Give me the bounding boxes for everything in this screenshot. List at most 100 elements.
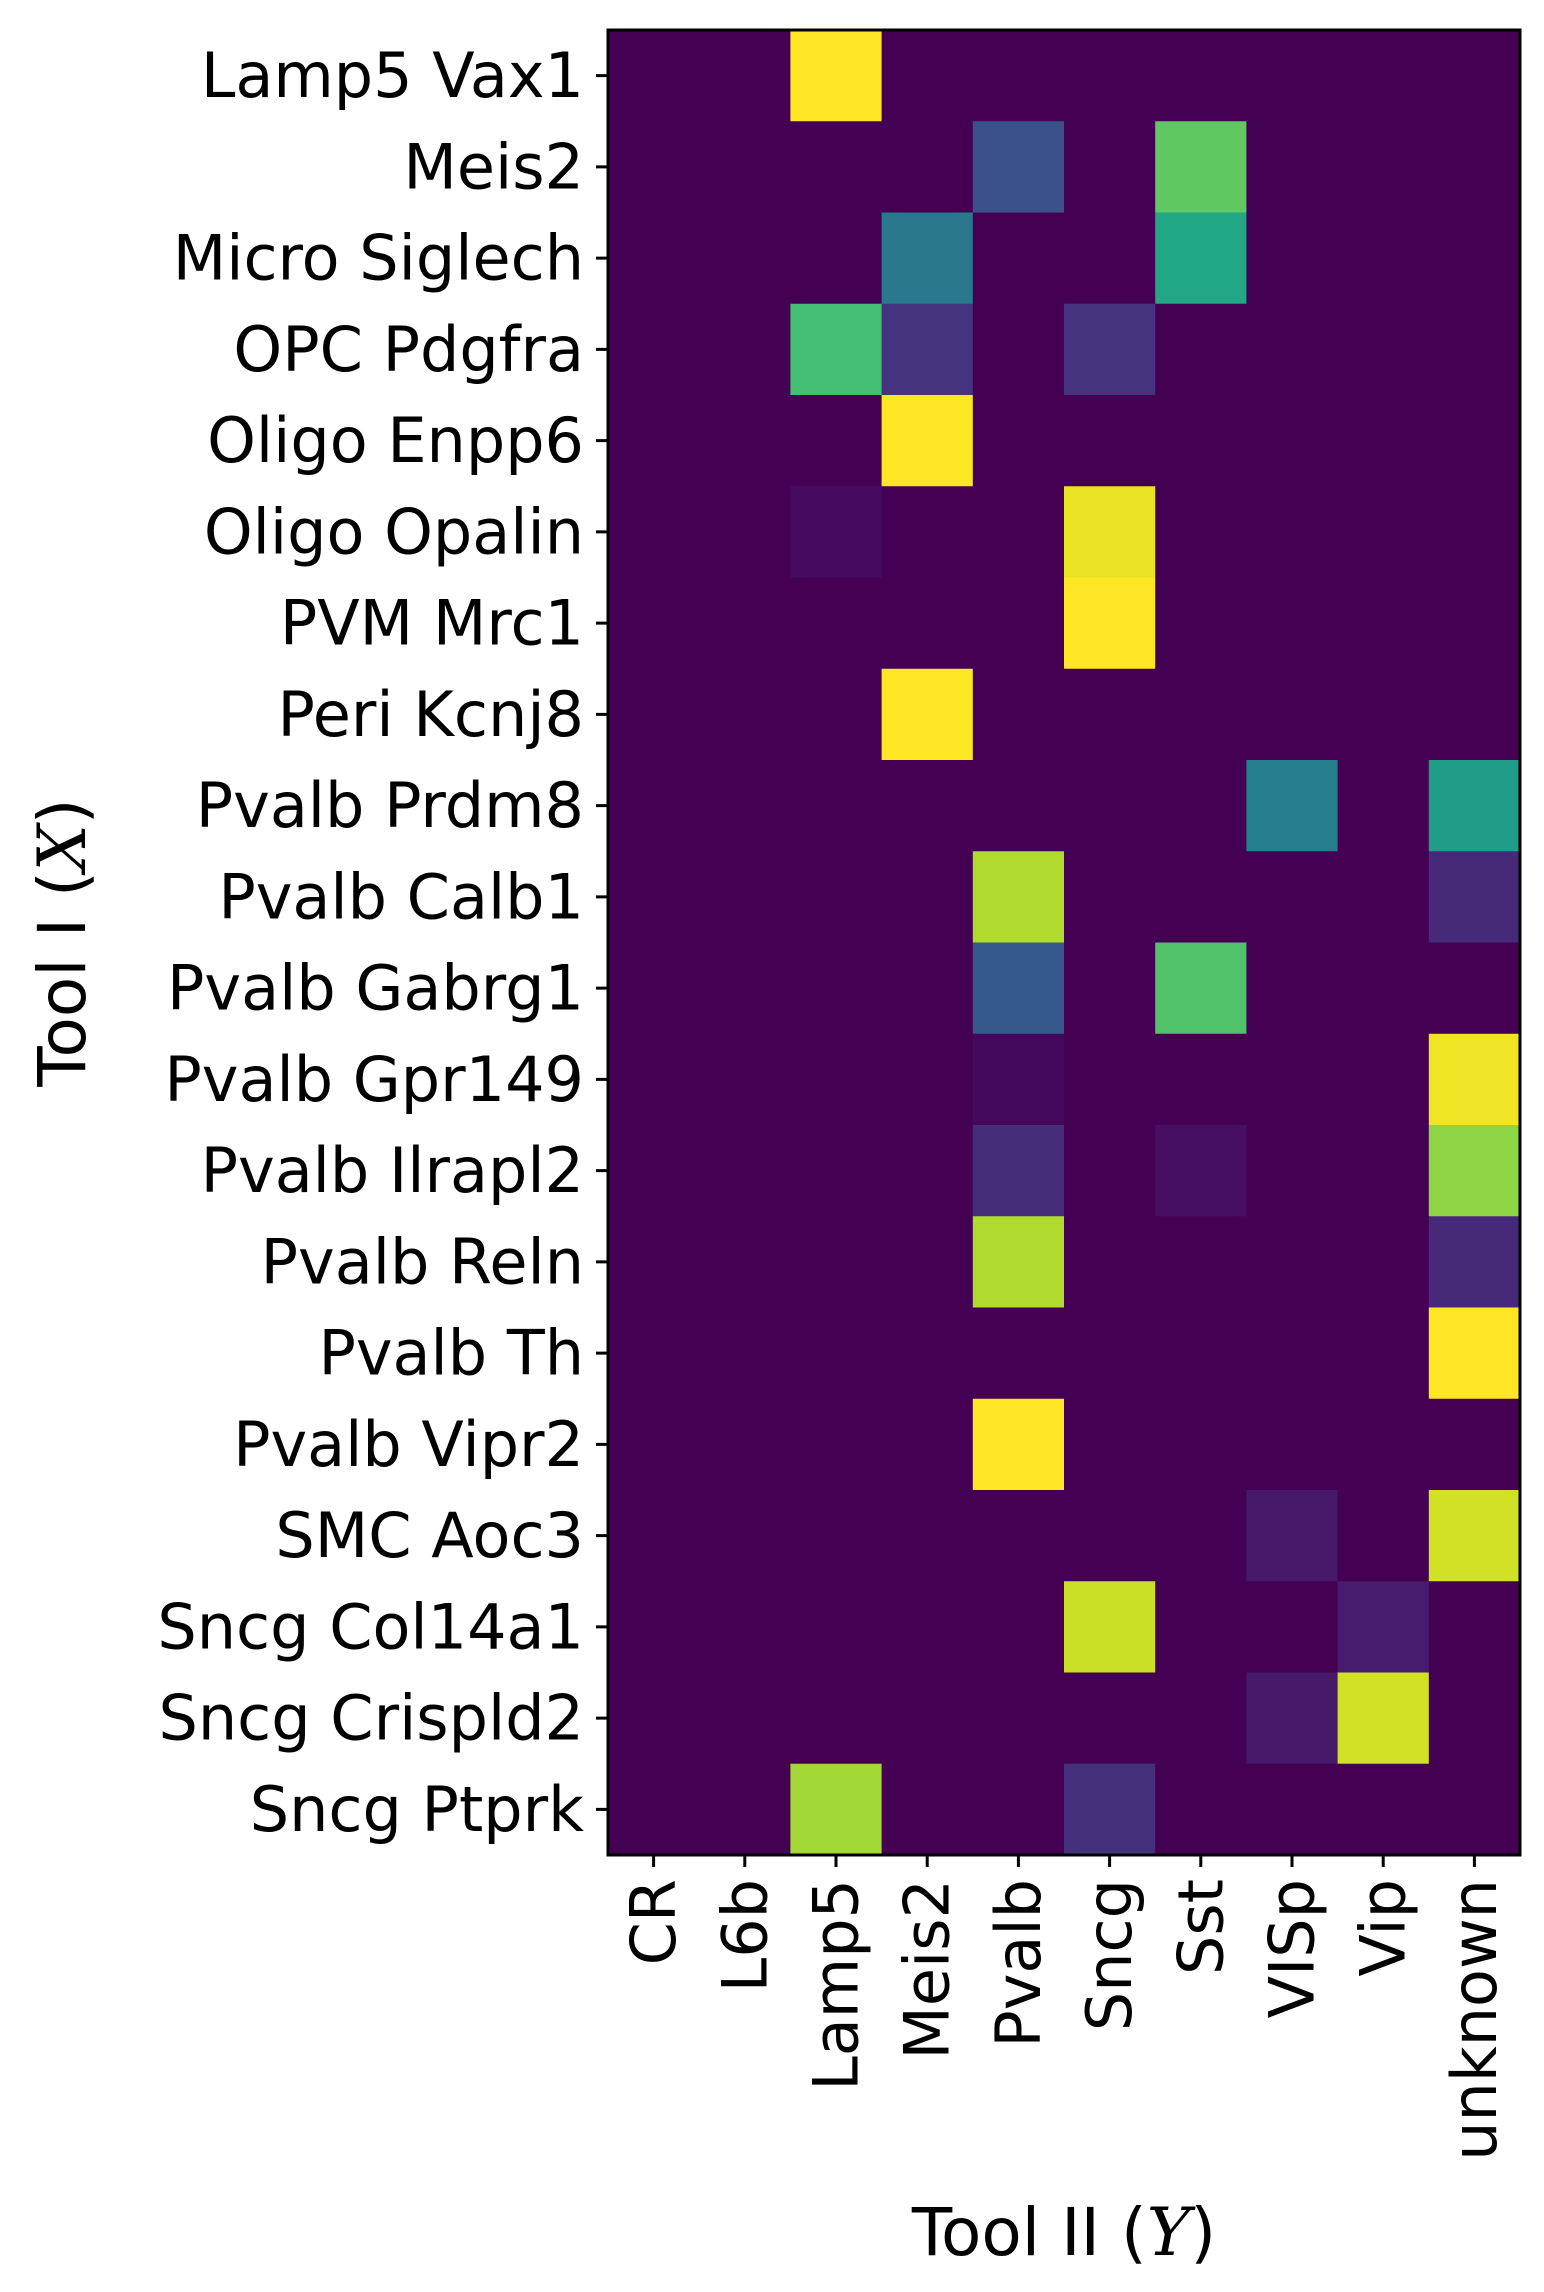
heatmap-cell [1337, 303, 1430, 396]
heatmap-cell [1246, 1307, 1339, 1400]
heatmap-cell [1155, 851, 1247, 944]
heatmap-cell [1064, 1581, 1156, 1674]
heatmap-cell [699, 486, 791, 579]
heatmap-cell [972, 30, 1065, 122]
heatmap-cell [1246, 486, 1339, 579]
heatmap-cell [972, 121, 1065, 214]
heatmap-cell [790, 942, 883, 1035]
heatmap-cell [1064, 30, 1156, 122]
heatmap-cell [699, 1763, 791, 1856]
heatmap-cell [699, 121, 791, 214]
heatmap-cell [699, 1033, 791, 1126]
heatmap-cell [1155, 303, 1247, 396]
y-axis-ticks: Lamp5 Vax1 Meis2 Micro Siglech OPC Pdgfra Ol… [157, 39, 608, 1846]
heatmap-cell [1064, 1490, 1156, 1582]
heatmap-cell [972, 1763, 1065, 1856]
heatmap-cell [1428, 1763, 1521, 1856]
heatmap-cell [1428, 668, 1521, 761]
heatmap-cell [1064, 1763, 1156, 1856]
x-tick-label: CR [617, 1879, 690, 1965]
x-tick-label: Sst [1164, 1879, 1237, 1975]
heatmap-cell [699, 30, 791, 122]
heatmap-cell [608, 1581, 700, 1674]
heatmap-cell [608, 303, 700, 396]
heatmap-cell [1246, 121, 1339, 214]
heatmap-cell [1337, 1125, 1430, 1217]
heatmap-cell [881, 1307, 974, 1400]
heatmap-cell [1064, 395, 1156, 487]
heatmap-cell [1337, 760, 1430, 852]
heatmap-cell [1246, 1216, 1339, 1309]
heatmap-cell [1155, 30, 1247, 122]
y-tick-label: Peri Kcnj8 [278, 678, 584, 751]
heatmap-cell [1337, 30, 1430, 122]
heatmap-cell [699, 668, 791, 761]
heatmap-cell [881, 1125, 974, 1217]
heatmap-cell [1064, 668, 1156, 761]
heatmap-cell [972, 303, 1065, 396]
heatmap-cell [790, 668, 883, 761]
heatmap-cell [1337, 121, 1430, 214]
heatmap-cell [1428, 760, 1521, 852]
heatmap-cell [790, 1763, 883, 1856]
heatmap-cell [608, 1307, 700, 1400]
y-tick-label: Sncg Ptprk [250, 1773, 584, 1846]
heatmap-cell [1428, 1581, 1521, 1674]
heatmap-cell [881, 1490, 974, 1582]
heatmap-cell [1428, 1125, 1521, 1217]
heatmap-cell [608, 668, 700, 761]
heatmap-cell [1155, 395, 1247, 487]
y-tick-label: Pvalb Vipr2 [233, 1408, 584, 1481]
heatmap-cell [1428, 1672, 1521, 1765]
heatmap-cell [1337, 1307, 1430, 1400]
heatmap-cell [881, 1672, 974, 1765]
heatmap-cell [699, 760, 791, 852]
x-tick-label: unknown [1438, 1879, 1511, 2161]
heatmap-cell [1428, 486, 1521, 579]
heatmap-cell [1155, 760, 1247, 852]
heatmap-cell [1246, 30, 1339, 122]
heatmap-cell [699, 1398, 791, 1491]
heatmap-cell [790, 1216, 883, 1309]
heatmap-cell [1155, 942, 1247, 1035]
x-axis-label: Tool II (Y) [911, 2194, 1216, 2271]
heatmap-cell [972, 1490, 1065, 1582]
heatmap-cell [790, 1398, 883, 1491]
heatmap-cell [1155, 1033, 1247, 1126]
heatmap-cell [1428, 1307, 1521, 1400]
heatmap-cell [608, 121, 700, 214]
heatmap-cell [1246, 577, 1339, 670]
heatmap-cell [972, 1033, 1065, 1126]
heatmap-cell [1337, 668, 1430, 761]
heatmap-cell [699, 942, 791, 1035]
heatmap-cell [1064, 1125, 1156, 1217]
heatmap-cell [1246, 760, 1339, 852]
x-tick-label: Vip [1347, 1879, 1420, 1977]
heatmap-cell [972, 760, 1065, 852]
heatmap-cell [1337, 1763, 1430, 1856]
x-tick-label: Pvalb [982, 1879, 1055, 2048]
heatmap-cell [1428, 577, 1521, 670]
heatmap-cell [881, 121, 974, 214]
heatmap-cell [790, 395, 883, 487]
heatmap-cell [1337, 1581, 1430, 1674]
y-tick-label: Pvalb Ilrapl2 [201, 1134, 584, 1207]
heatmap-cell [881, 760, 974, 852]
heatmap-cell [972, 1216, 1065, 1309]
heatmap-cell [881, 303, 974, 396]
heatmap-cell [1337, 1033, 1430, 1126]
heatmap-cell [790, 760, 883, 852]
heatmap-cell [608, 851, 700, 944]
heatmap-cell [881, 577, 974, 670]
heatmap-cell [1155, 1216, 1247, 1309]
heatmap-cell [699, 1216, 791, 1309]
heatmap-cell [1155, 1125, 1247, 1217]
heatmap-cell [881, 395, 974, 487]
heatmap-cell [972, 1581, 1065, 1674]
heatmap-cell [1246, 1125, 1339, 1217]
heatmap-cell [608, 1672, 700, 1765]
y-tick-label: Sncg Crispld2 [159, 1682, 585, 1755]
heatmap-cell [972, 851, 1065, 944]
heatmap-cell [1246, 942, 1339, 1035]
heatmap-cell [790, 1033, 883, 1126]
